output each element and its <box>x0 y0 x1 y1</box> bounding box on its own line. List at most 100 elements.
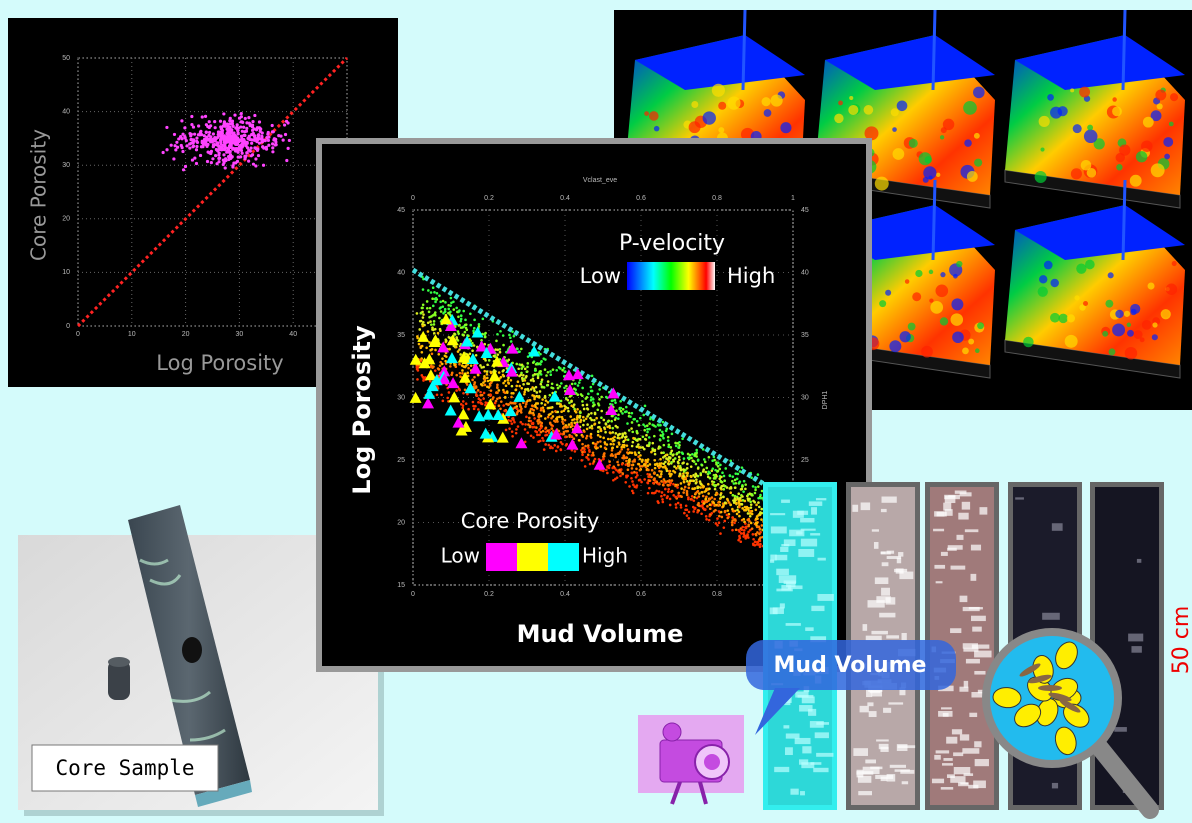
scatter-dot <box>533 389 536 393</box>
scatter-dot <box>260 137 264 141</box>
scatter-dot <box>736 508 739 512</box>
scatter-dot <box>519 411 523 414</box>
scatter-dot <box>195 144 199 149</box>
scatter-dot <box>540 401 543 405</box>
scatter-dot <box>614 401 617 404</box>
scatter-dot <box>525 370 529 374</box>
scatter-dot <box>428 306 432 310</box>
scatter-dot <box>477 325 481 328</box>
scatter-dot <box>621 412 624 415</box>
scatter-dot <box>237 139 241 144</box>
scatter-dot <box>666 435 670 439</box>
scatter-dot <box>710 496 714 499</box>
scatter-dot <box>483 342 487 346</box>
core-marker <box>505 365 518 377</box>
scatter-dot <box>217 144 221 148</box>
scatter-dot <box>231 165 235 169</box>
scatter-dot <box>643 478 646 481</box>
scatter-dot <box>188 142 192 146</box>
mud-grain <box>1019 663 1041 677</box>
scatter-dot <box>188 146 192 150</box>
scatter-dot <box>690 495 694 498</box>
scatter-dot <box>202 137 207 142</box>
scatter-dot <box>637 423 641 427</box>
scatter-dot <box>585 427 589 431</box>
y-tick-label: 20 <box>62 216 70 223</box>
scatter-dot <box>205 144 209 149</box>
scatter-dot <box>729 491 733 494</box>
scatter-dot <box>590 426 594 430</box>
scatter-dot <box>535 391 539 394</box>
scatter-dot <box>246 136 250 140</box>
scatter-dot <box>455 389 458 392</box>
scatter-dot <box>510 384 514 388</box>
scatter-dot <box>678 472 682 475</box>
scatter-dot <box>692 474 695 477</box>
scatter-dot <box>475 394 479 397</box>
seismic-speck <box>1155 89 1167 101</box>
x-tick-label-top: 1 <box>791 195 795 202</box>
scatter-dot <box>710 480 714 483</box>
scatter-dot <box>708 476 712 480</box>
scatter-dot <box>476 389 480 392</box>
scatter-dot <box>708 507 712 510</box>
scatter-dot <box>415 365 419 369</box>
scatter-dot <box>200 115 204 119</box>
scatter-dot <box>467 407 470 411</box>
core-marker <box>571 368 584 380</box>
scatter-dot <box>641 464 644 468</box>
scatter-dot <box>459 319 463 323</box>
scatter-dot <box>541 436 544 440</box>
scatter-dot <box>731 519 734 522</box>
scatter-dot <box>600 395 603 399</box>
strip-texture <box>810 636 827 643</box>
strip-texture <box>879 612 896 618</box>
scatter-dot <box>523 428 527 431</box>
scatter-dot <box>660 494 663 498</box>
scatter-dot <box>695 478 698 481</box>
scatter-dot <box>662 481 666 484</box>
strip-texture <box>963 680 969 688</box>
scatter-dot <box>449 310 452 314</box>
seismic-speck <box>951 298 964 311</box>
scatter-dot <box>738 505 741 509</box>
scatter-dot <box>630 411 634 415</box>
scatter-dot <box>650 468 654 472</box>
scatter-dot <box>690 456 693 460</box>
scatter-dot <box>742 479 746 483</box>
scatter-dot <box>175 140 179 144</box>
scatter-dot <box>647 443 651 446</box>
scatter-dot <box>712 501 715 504</box>
seismic-speck <box>928 269 934 275</box>
scatter-dot <box>657 482 660 486</box>
scatter-dot <box>674 506 678 509</box>
y-tick-label: 40 <box>397 269 405 276</box>
scatter-dot <box>621 472 624 475</box>
seismic-speck <box>930 301 944 314</box>
scatter-dot <box>654 425 657 428</box>
scatter-dot <box>631 460 635 463</box>
scatter-dot <box>592 401 595 404</box>
scatter-dot <box>453 332 456 336</box>
scatter-dot <box>243 156 247 161</box>
scatter-dot <box>239 155 243 159</box>
seismic-speck <box>780 122 792 134</box>
scatter-dot <box>685 467 689 470</box>
scatter-dot <box>501 334 505 337</box>
scatter-dot <box>267 143 271 147</box>
scatter-dot <box>647 436 651 439</box>
scatter-dot <box>524 405 527 408</box>
scatter-dot <box>429 320 432 323</box>
scatter-dot <box>589 385 593 389</box>
strip-texture <box>813 767 829 773</box>
seismic-speck <box>1080 159 1092 171</box>
scatter-dot <box>204 130 208 134</box>
scatter-dot <box>609 454 613 457</box>
scatter-dot <box>266 138 271 142</box>
scatter-dot <box>281 138 285 142</box>
scatter-dot <box>433 369 437 372</box>
scatter-dot <box>598 398 601 401</box>
scatter-dot <box>523 440 527 444</box>
scatter-dot <box>744 487 747 491</box>
scatter-dot <box>730 523 734 527</box>
